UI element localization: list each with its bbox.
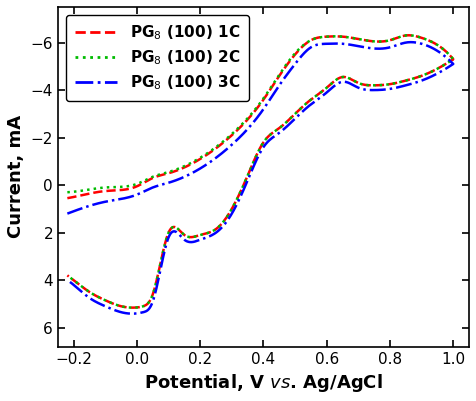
Y-axis label: Current, mA: Current, mA [7,115,25,238]
Legend: PG$_8$ (100) 1C, PG$_8$ (100) 2C, PG$_8$ (100) 3C: PG$_8$ (100) 1C, PG$_8$ (100) 2C, PG$_8$… [66,14,249,101]
X-axis label: Potential, V $\it{vs}$. Ag/AgCl: Potential, V $\it{vs}$. Ag/AgCl [144,372,383,394]
